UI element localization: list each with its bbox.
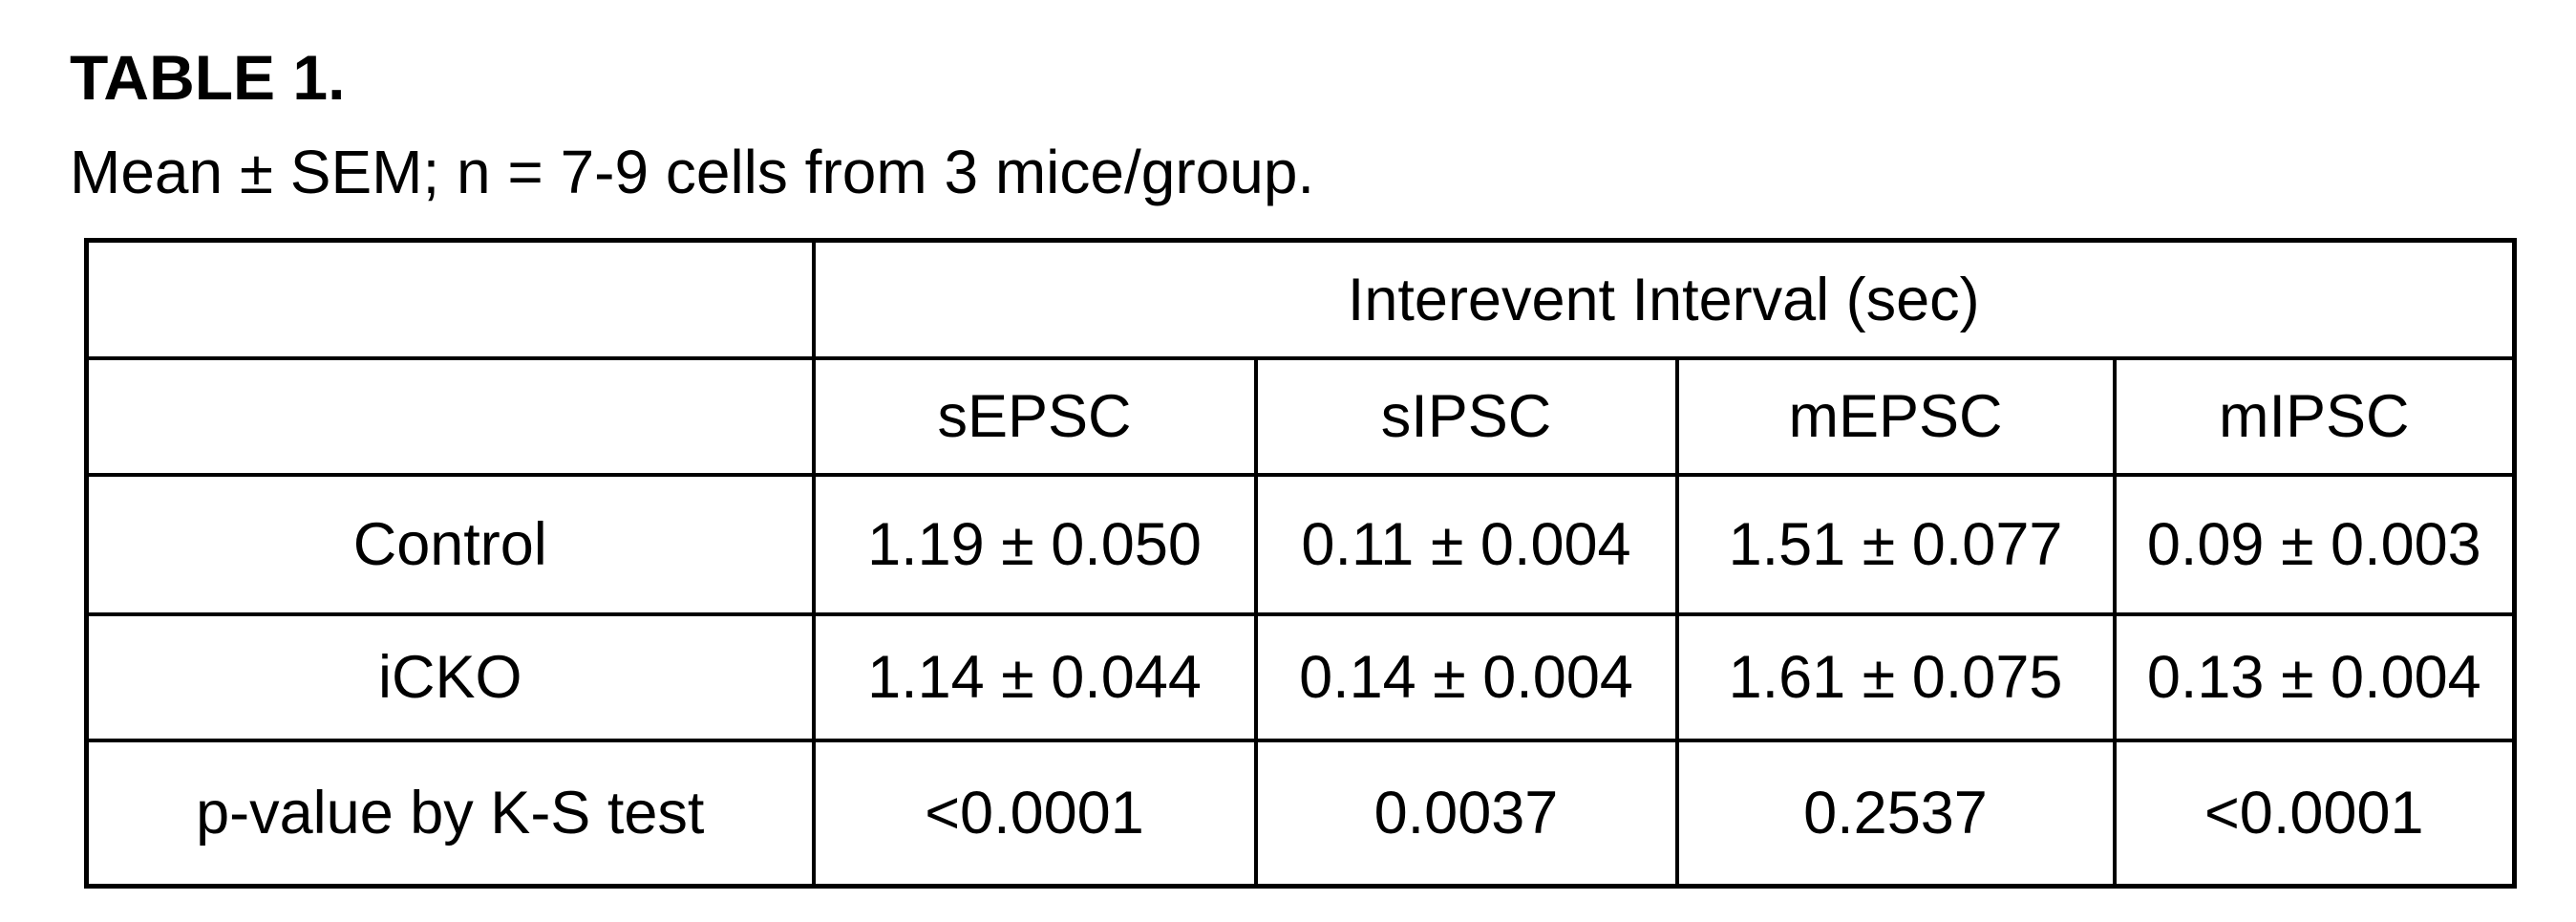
row-label-pvalue: p-value by K-S test — [84, 739, 816, 889]
table-row-control: Control 1.19 ± 0.050 0.11 ± 0.004 1.51 ±… — [84, 473, 2517, 617]
row-label-control: Control — [84, 473, 816, 617]
blank-cell — [84, 238, 816, 361]
table-row-icko: iCKO 1.14 ± 0.044 0.14 ± 0.004 1.61 ± 0.… — [84, 612, 2517, 743]
value-cell-icko-sipsc: 0.14 ± 0.004 — [1253, 612, 1679, 743]
table-title: TABLE 1. — [70, 42, 346, 113]
value-cell-pvalue-sepsc: <0.0001 — [811, 739, 1258, 889]
span-header-interevent-interval: Interevent Interval (sec) — [811, 238, 2517, 361]
column-header-mipsc: mIPSC — [2112, 356, 2517, 478]
column-header-sipsc: sIPSC — [1253, 356, 1679, 478]
value-cell-pvalue-mipsc: <0.0001 — [2112, 739, 2517, 889]
value-cell-pvalue-sipsc: 0.0037 — [1253, 739, 1679, 889]
blank-cell — [84, 356, 816, 478]
value-cell-icko-sepsc: 1.14 ± 0.044 — [811, 612, 1258, 743]
table-row-span-header: Interevent Interval (sec) — [84, 238, 2517, 361]
value-cell-icko-mepsc: 1.61 ± 0.075 — [1674, 612, 2117, 743]
table-row-column-headers: sEPSC sIPSC mEPSC mIPSC — [84, 356, 2517, 478]
value-cell-pvalue-mepsc: 0.2537 — [1674, 739, 2117, 889]
table-row-pvalue: p-value by K-S test <0.0001 0.0037 0.253… — [84, 739, 2517, 889]
value-cell-control-sipsc: 0.11 ± 0.004 — [1253, 473, 1679, 617]
value-cell-control-mipsc: 0.09 ± 0.003 — [2112, 473, 2517, 617]
value-cell-icko-mipsc: 0.13 ± 0.004 — [2112, 612, 2517, 743]
table-caption: Mean ± SEM; n = 7-9 cells from 3 mice/gr… — [70, 137, 1315, 206]
column-header-sepsc: sEPSC — [811, 356, 1258, 478]
column-header-mepsc: mEPSC — [1674, 356, 2117, 478]
value-cell-control-sepsc: 1.19 ± 0.050 — [811, 473, 1258, 617]
results-table: Interevent Interval (sec) sEPSC sIPSC mE… — [84, 238, 2518, 890]
row-label-icko: iCKO — [84, 612, 816, 743]
value-cell-control-mepsc: 1.51 ± 0.077 — [1674, 473, 2117, 617]
